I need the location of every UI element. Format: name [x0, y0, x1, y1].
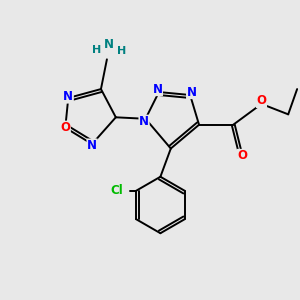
Text: O: O	[60, 121, 70, 134]
Text: N: N	[152, 82, 162, 96]
Text: N: N	[63, 90, 73, 103]
Text: N: N	[187, 85, 196, 98]
Text: N: N	[87, 139, 97, 152]
Text: N: N	[139, 115, 149, 128]
Text: N: N	[103, 38, 113, 51]
Text: O: O	[237, 149, 247, 162]
Text: O: O	[256, 94, 266, 107]
Text: H: H	[116, 46, 126, 56]
Text: Cl: Cl	[110, 184, 123, 197]
Text: H: H	[92, 45, 101, 56]
